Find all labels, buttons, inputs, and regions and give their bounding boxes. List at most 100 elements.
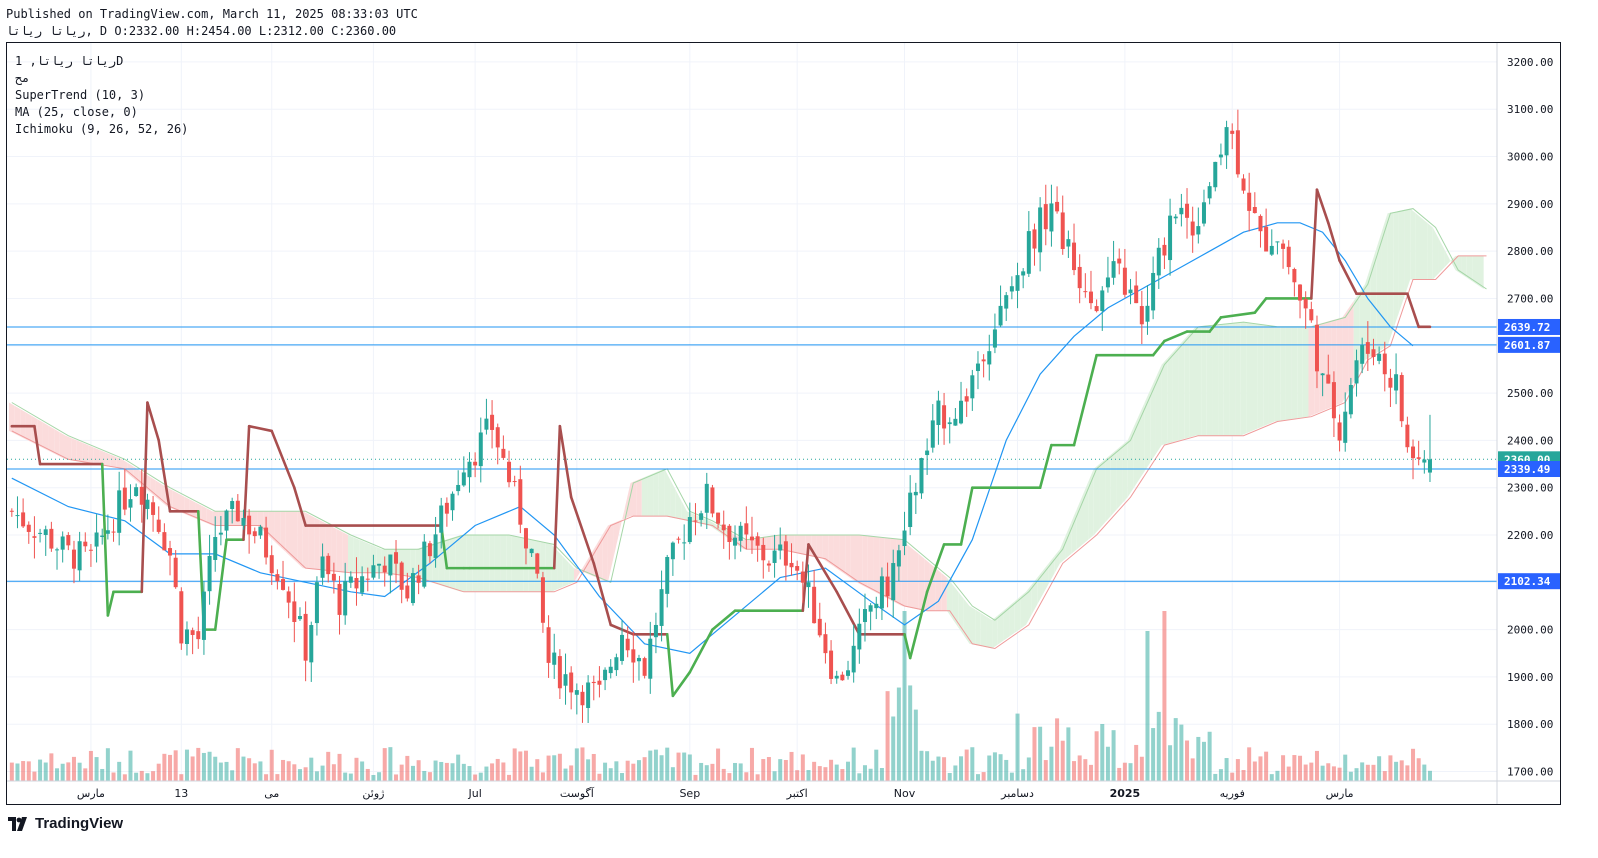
candle-body bbox=[422, 541, 427, 587]
supertrend-segment bbox=[1253, 297, 1268, 314]
volume-bar bbox=[755, 774, 760, 781]
volume-bar bbox=[258, 761, 263, 781]
cloud-segment bbox=[20, 409, 26, 440]
volume-bar bbox=[721, 768, 726, 781]
y-tick-label: 3000.00 bbox=[1507, 151, 1553, 164]
candle-body bbox=[896, 550, 901, 567]
candle-body bbox=[1038, 207, 1043, 253]
candle-body bbox=[388, 554, 393, 576]
x-tick-label: فوریه bbox=[1220, 787, 1245, 800]
candle-body bbox=[964, 396, 969, 402]
volume-bar bbox=[1235, 759, 1240, 781]
cloud-segment bbox=[477, 535, 484, 592]
cloud-segment bbox=[274, 511, 281, 547]
candle-body bbox=[1331, 382, 1336, 419]
volume-bar bbox=[382, 748, 387, 781]
legend-supertrend[interactable]: SuperTrend (10, 3) bbox=[15, 88, 146, 102]
candle-body bbox=[439, 505, 444, 533]
candle-body bbox=[461, 472, 466, 486]
volume-bar bbox=[213, 756, 218, 781]
candle-body bbox=[1168, 215, 1173, 261]
candle-body bbox=[721, 524, 726, 531]
volume-bar bbox=[1252, 761, 1257, 781]
price-label-bg bbox=[1498, 336, 1560, 353]
candle-body bbox=[394, 552, 399, 564]
candle-body bbox=[586, 682, 591, 709]
candle-body bbox=[823, 634, 828, 654]
candle-body bbox=[518, 479, 523, 525]
candle-body bbox=[687, 517, 692, 543]
published-header: Published on TradingView.com, March 11, … bbox=[6, 7, 418, 21]
volume-bar bbox=[772, 771, 777, 781]
volume-bar bbox=[800, 754, 805, 781]
cloud-segment bbox=[511, 536, 518, 592]
candle-body bbox=[862, 609, 867, 623]
cloud-segment bbox=[607, 523, 614, 583]
cloud-segment bbox=[483, 535, 490, 592]
cloud-segment bbox=[1297, 326, 1303, 419]
candle-body bbox=[874, 603, 879, 609]
cloud-segment bbox=[1348, 300, 1354, 392]
chart-frame[interactable]: 3200.00 3100.00 3000.00 2900.00 2800.00 2700.… bbox=[6, 42, 1561, 805]
candle-body bbox=[1128, 289, 1133, 294]
cloud-segment bbox=[59, 432, 66, 460]
supertrend-segment bbox=[100, 462, 110, 617]
candle-body bbox=[1337, 422, 1342, 441]
volume-bar bbox=[1105, 746, 1110, 781]
y-tick-label: 2700.00 bbox=[1507, 292, 1553, 305]
candle-body bbox=[1207, 186, 1212, 199]
volume-bar bbox=[597, 773, 602, 781]
x-tick-label: آگوست bbox=[560, 786, 595, 800]
cloud-segment bbox=[466, 535, 473, 592]
volume-bar bbox=[1168, 745, 1173, 781]
chart-plot[interactable]: 3200.00 3100.00 3000.00 2900.00 2800.00 2700.… bbox=[7, 43, 1560, 804]
volume-bar bbox=[687, 754, 692, 781]
cloud-segment bbox=[1461, 255, 1467, 278]
cloud-segment bbox=[901, 539, 908, 608]
volume-bar bbox=[467, 766, 472, 781]
volume-bar bbox=[738, 763, 743, 781]
candle-body bbox=[377, 563, 382, 566]
volume-bar bbox=[1060, 740, 1065, 781]
candle-body bbox=[704, 483, 709, 513]
candle-body bbox=[88, 549, 93, 551]
volume-bar bbox=[1026, 757, 1031, 781]
legend-ma[interactable]: MA (25, close, 0) bbox=[15, 105, 138, 119]
supertrend-segment bbox=[213, 538, 228, 631]
volume-bar bbox=[1416, 758, 1421, 781]
price-label-text: 2339.49 bbox=[1504, 463, 1550, 476]
candle-body bbox=[190, 630, 195, 635]
candle-body bbox=[670, 542, 675, 560]
volume-bar bbox=[32, 771, 37, 781]
cloud-segment bbox=[992, 615, 998, 649]
candle-body bbox=[360, 576, 365, 593]
candle-body bbox=[77, 541, 82, 571]
volume-bar bbox=[1151, 728, 1156, 781]
volume-bar bbox=[83, 768, 88, 781]
volume-bar bbox=[975, 774, 980, 781]
candle-body bbox=[540, 577, 545, 623]
candle-body bbox=[1422, 459, 1427, 463]
candle-body bbox=[1072, 242, 1077, 271]
tradingview-logo[interactable]: TradingView bbox=[8, 815, 123, 832]
volume-bar bbox=[416, 760, 421, 781]
candle-body bbox=[676, 538, 681, 540]
volume-bar bbox=[1043, 760, 1048, 781]
volume-bar bbox=[1264, 751, 1269, 781]
candle-body bbox=[557, 656, 562, 689]
candle-body bbox=[32, 536, 37, 538]
y-tick-label: 2500.00 bbox=[1507, 387, 1553, 400]
candle-body bbox=[529, 548, 534, 554]
supertrend-segment bbox=[157, 439, 172, 513]
volume-bar bbox=[620, 773, 625, 781]
cloud-segment bbox=[952, 584, 959, 628]
volume-bar bbox=[1382, 771, 1387, 781]
candle-body bbox=[43, 529, 48, 535]
candle-body bbox=[930, 420, 935, 448]
legend-ichimoku[interactable]: Ichimoku (9, 26, 52, 26) bbox=[15, 122, 189, 136]
supertrend-segment bbox=[33, 424, 42, 466]
candle-body bbox=[614, 657, 619, 671]
candle-body bbox=[1111, 261, 1116, 278]
cloud-segment bbox=[1172, 345, 1179, 442]
volume-bar bbox=[1394, 761, 1399, 781]
